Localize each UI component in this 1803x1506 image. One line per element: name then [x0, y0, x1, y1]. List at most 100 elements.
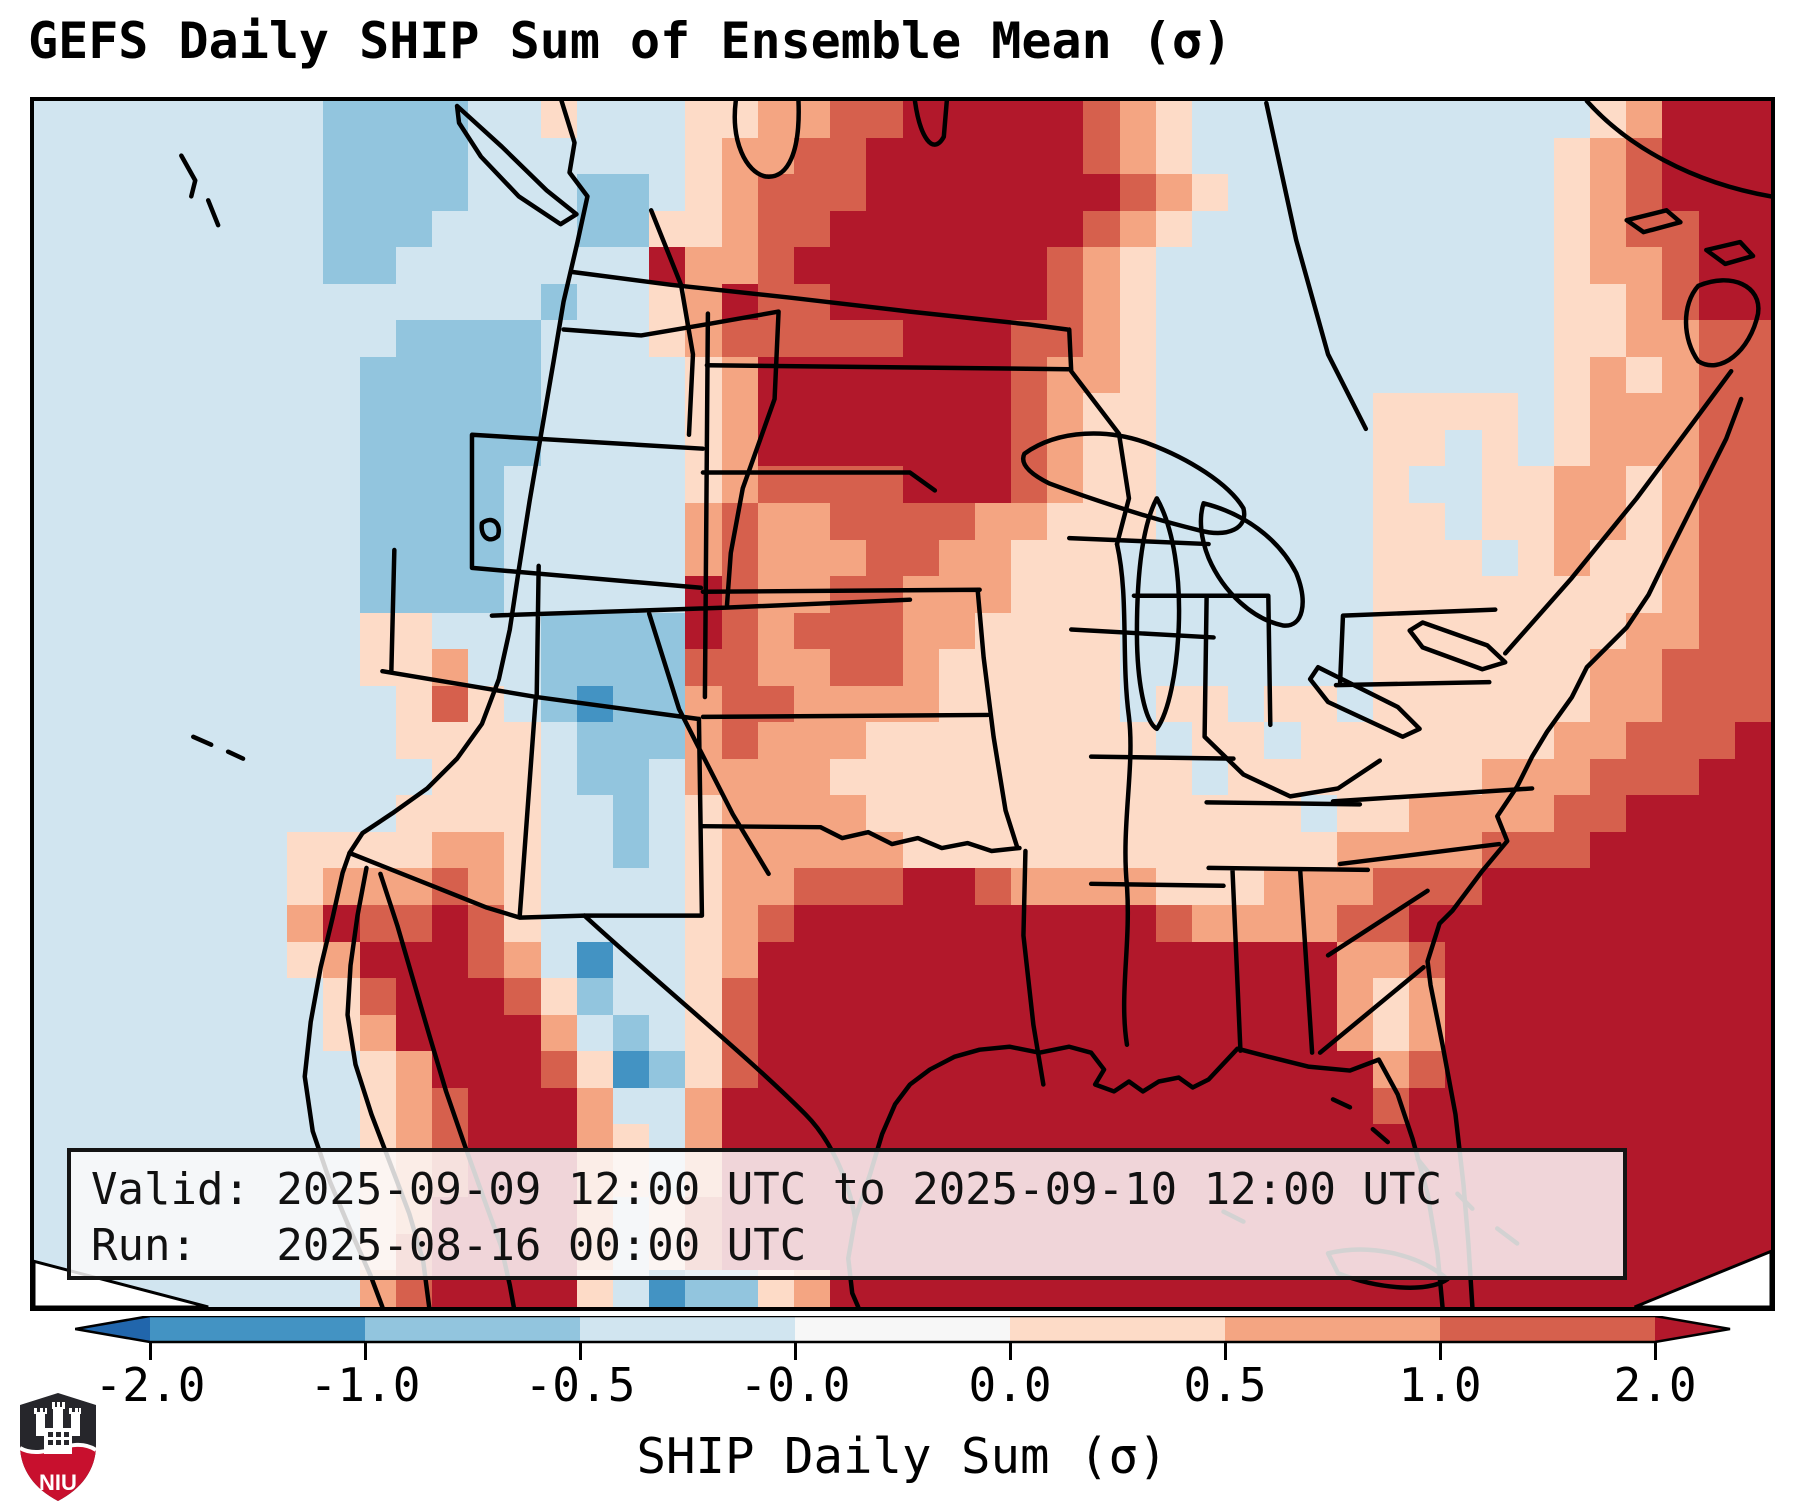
- heatmap-cell: [974, 539, 1014, 578]
- heatmap-cell: [34, 466, 73, 505]
- heatmap-cell: [1698, 503, 1737, 541]
- heatmap-cell: [178, 576, 217, 615]
- heatmap-cell: [974, 356, 1014, 395]
- heatmap-cell: [106, 649, 145, 688]
- heatmap-cell: [1517, 283, 1556, 322]
- heatmap-cell: [830, 393, 869, 432]
- heatmap-cell: [612, 795, 652, 834]
- heatmap-cell: [612, 503, 652, 541]
- heatmap-cell: [830, 247, 869, 286]
- heatmap-cell: [721, 393, 760, 432]
- heatmap-cell: [902, 393, 941, 432]
- heatmap-cell: [432, 393, 471, 432]
- heatmap-cell: [1662, 210, 1701, 249]
- heatmap-cell: [1228, 539, 1267, 578]
- heatmap-cell: [830, 722, 869, 761]
- heatmap-cell: [34, 539, 73, 578]
- heatmap-cell: [1481, 722, 1520, 761]
- heatmap-cell: [1445, 539, 1484, 578]
- heatmap-cell: [721, 210, 760, 249]
- heatmap-cell: [830, 356, 869, 395]
- heatmap-cell: [1336, 429, 1376, 468]
- heatmap-cell: [649, 393, 688, 432]
- heatmap-cell: [1445, 429, 1484, 468]
- heatmap-cell: [323, 320, 362, 359]
- heatmap-cell: [287, 393, 326, 432]
- heatmap-cell: [938, 539, 977, 578]
- heatmap-cell: [866, 174, 905, 213]
- heatmap-cell: [1119, 247, 1158, 286]
- heatmap-cell: [359, 758, 398, 797]
- colorbar-axis-label: SHIP Daily Sum (σ): [636, 1428, 1168, 1485]
- heatmap-cell: [1155, 393, 1195, 432]
- heatmap-cell: [34, 429, 73, 468]
- heatmap-cell: [1047, 247, 1086, 286]
- heatmap-cell: [902, 649, 941, 688]
- lake-huron: [1198, 501, 1305, 628]
- heatmap-cell: [1083, 685, 1122, 724]
- heatmap-cell: [612, 722, 652, 761]
- heatmap-cell: [142, 612, 181, 651]
- heatmap-cell: [142, 722, 181, 761]
- heatmap-cell: [1734, 137, 1771, 176]
- heatmap-cell: [1734, 503, 1771, 541]
- heatmap-cell: [1662, 722, 1701, 761]
- heatmap-cell: [1155, 722, 1195, 761]
- heatmap-cell: [902, 356, 941, 395]
- colorbar-segment: [150, 1316, 366, 1342]
- heatmap-cell: [1083, 795, 1122, 834]
- colorbar-extend-left: [75, 1316, 150, 1342]
- heatmap-cell: [1300, 283, 1339, 322]
- heatmap-cell: [576, 758, 616, 797]
- info-box: Valid: 2025-09-09 12:00 UTC to 2025-09-1…: [67, 1148, 1627, 1280]
- heatmap-cell: [1409, 210, 1448, 249]
- heatmap-cell: [214, 174, 254, 213]
- heatmap-cell: [1662, 576, 1701, 615]
- heatmap-cell: [178, 320, 217, 359]
- heatmap-cell: [1553, 101, 1593, 139]
- heatmap-cell: [1553, 503, 1593, 541]
- heatmap-cell: [1228, 685, 1267, 724]
- heatmap-cell: [1264, 503, 1303, 541]
- heatmap-cell: [612, 283, 652, 322]
- heatmap-cell: [214, 539, 254, 578]
- heatmap-cell: [1590, 356, 1629, 395]
- heatmap-cell: [1011, 612, 1050, 651]
- heatmap-cell: [1083, 137, 1122, 176]
- heatmap-cell: [793, 612, 833, 651]
- heatmap-cell: [1083, 576, 1122, 615]
- heatmap-cell: [432, 174, 471, 213]
- heatmap-cell: [251, 356, 290, 395]
- colorbar-segment: [580, 1316, 796, 1342]
- heatmap-cell: [540, 722, 579, 761]
- heatmap-cell: [866, 722, 905, 761]
- heatmap-cell: [323, 356, 362, 395]
- heatmap-cell: [142, 101, 181, 139]
- heatmap-cell: [251, 539, 290, 578]
- heatmap-cell: [612, 539, 652, 578]
- heatmap-cell: [1481, 466, 1520, 505]
- heatmap-cell: [178, 247, 217, 286]
- colorbar-tick-label: -1.0: [309, 1358, 421, 1412]
- heatmap-cell: [214, 356, 254, 395]
- heatmap-cell: [1409, 174, 1448, 213]
- heatmap-cell: [902, 174, 941, 213]
- heatmap-cell: [70, 758, 109, 797]
- heatmap-cell: [1626, 174, 1665, 213]
- heatmap-cell: [1119, 137, 1158, 176]
- heatmap-cell: [1011, 539, 1050, 578]
- heatmap-cell: [793, 429, 833, 468]
- heatmap-cell: [1409, 576, 1448, 615]
- heatmap-cell: [1011, 210, 1050, 249]
- heatmap-cell: [1517, 576, 1556, 615]
- heatmap-cell: [142, 137, 181, 176]
- heatmap-cell: [323, 539, 362, 578]
- colorbar-segment: [1010, 1316, 1226, 1342]
- heatmap-cell: [1445, 722, 1484, 761]
- heatmap-cell: [1734, 101, 1771, 139]
- heatmap-cell: [1445, 210, 1484, 249]
- heatmap-cell: [395, 429, 435, 468]
- heatmap-cell: [974, 503, 1014, 541]
- lake-ontario: [1407, 620, 1508, 672]
- heatmap-cell: [1662, 649, 1701, 688]
